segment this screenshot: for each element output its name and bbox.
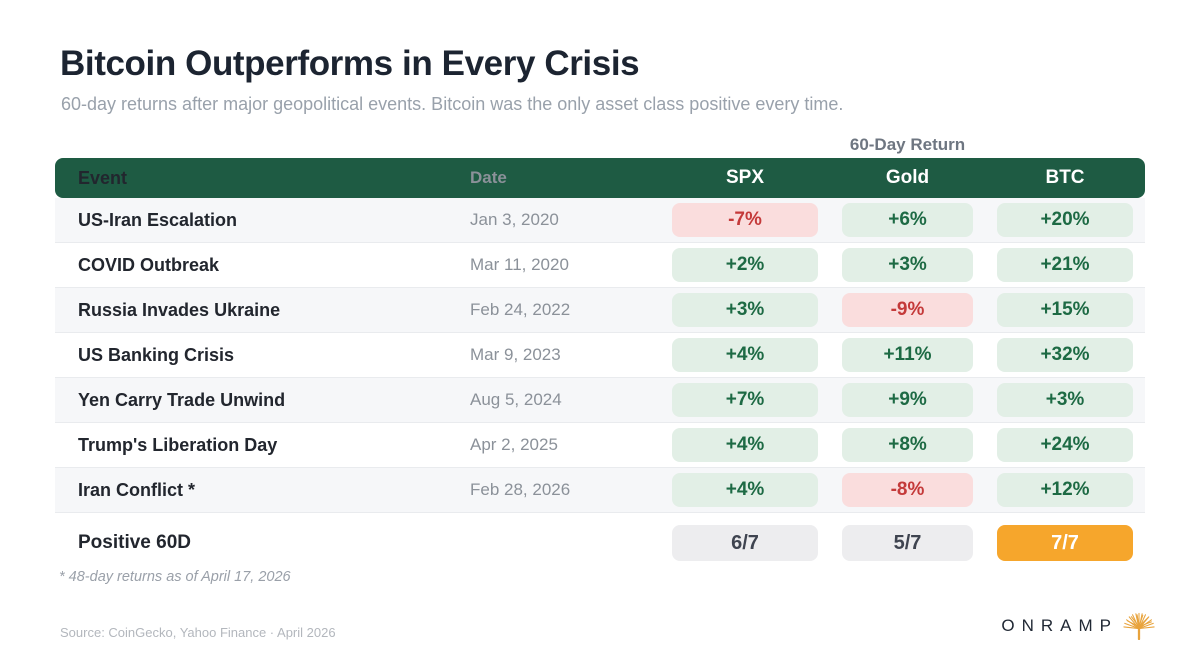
table-row: COVID Outbreak Mar 11, 2020 +2% +3% +21% [55, 243, 1145, 288]
page-subtitle: 60-day returns after major geopolitical … [61, 94, 844, 114]
return-pill: +2% [672, 248, 818, 282]
return-cell: +4% [660, 428, 830, 462]
return-cell: +11% [830, 338, 985, 372]
return-cell: +15% [985, 293, 1145, 327]
return-pill: +6% [842, 203, 973, 237]
summary-cell: 5/7 [830, 525, 985, 561]
event-cell: US Banking Crisis [78, 344, 235, 365]
return-pill: +3% [997, 383, 1133, 417]
table-row: Iran Conflict * Feb 28, 2026 +4% -8% +12% [55, 468, 1145, 513]
return-pill: +4% [672, 338, 818, 372]
column-header-gold: Gold [885, 167, 930, 188]
table-row: US Banking Crisis Mar 9, 2023 +4% +11% +32% [55, 333, 1145, 378]
return-pill: +21% [997, 248, 1133, 282]
return-pill: +20% [997, 203, 1133, 237]
summary-pill: 5/7 [842, 525, 973, 561]
event-cell: COVID Outbreak [78, 254, 220, 275]
return-cell: +20% [985, 203, 1145, 237]
return-cell: +24% [985, 428, 1145, 462]
return-cell: +21% [985, 248, 1145, 282]
return-cell: +3% [985, 383, 1145, 417]
return-cell: -9% [830, 293, 985, 327]
table-row: US-Iran Escalation Jan 3, 2020 -7% +6% +20% [55, 198, 1145, 243]
date-cell: Aug 5, 2024 [470, 390, 562, 409]
return-pill: -8% [842, 473, 973, 507]
return-pill: +32% [997, 338, 1133, 372]
column-header-date: Date [470, 168, 507, 187]
column-header-btc: BTC [1045, 167, 1085, 188]
return-cell: +9% [830, 383, 985, 417]
return-cell: +4% [660, 473, 830, 507]
return-pill: +8% [842, 428, 973, 462]
return-pill: +11% [842, 338, 973, 372]
date-cell: Feb 24, 2022 [470, 300, 571, 319]
event-cell: Iran Conflict * [78, 479, 196, 500]
event-cell: Trump's Liberation Day [78, 434, 278, 455]
return-pill: +24% [997, 428, 1133, 462]
return-pill: +9% [842, 383, 973, 417]
return-cell: +4% [660, 338, 830, 372]
date-cell: Mar 9, 2023 [470, 345, 561, 364]
return-pill: +3% [842, 248, 973, 282]
return-pill: +12% [997, 473, 1133, 507]
return-pill: +4% [672, 473, 818, 507]
date-cell: Feb 28, 2026 [470, 480, 571, 499]
return-pill: -7% [672, 203, 818, 237]
return-cell: +3% [660, 293, 830, 327]
returns-table: 60-Day Return Event Date SPX Gold BTC US… [55, 131, 1145, 585]
return-pill: -9% [842, 293, 973, 327]
group-label-row: 60-Day Return [55, 131, 1145, 158]
return-cell: +8% [830, 428, 985, 462]
summary-row: Positive 60D 6/7 5/7 7/7 [55, 525, 1145, 561]
summary-pill: 7/7 [997, 525, 1133, 561]
table-row: Trump's Liberation Day Apr 2, 2025 +4% +8% +… [55, 423, 1145, 468]
brand-name: ONRAMP [1001, 615, 1118, 635]
column-header-event: Event [78, 167, 128, 188]
table-rows: US-Iran Escalation Jan 3, 2020 -7% +6% +20% C… [55, 198, 1145, 513]
date-cell: Mar 11, 2020 [470, 255, 569, 274]
column-header-spx: SPX [725, 167, 765, 188]
event-cell: Yen Carry Trade Unwind [78, 389, 286, 410]
return-pill: +4% [672, 428, 818, 462]
summary-cell: 6/7 [660, 525, 830, 561]
source-attribution: Source: CoinGecko, Yahoo Finance · April… [60, 625, 336, 640]
date-cell: Apr 2, 2025 [470, 435, 558, 454]
footnote: * 48-day returns as of April 17, 2026 [59, 569, 291, 585]
return-cell: +7% [660, 383, 830, 417]
page-title: Bitcoin Outperforms in Every Crisis [60, 44, 640, 83]
return-cell: +2% [660, 248, 830, 282]
summary-label: Positive 60D [78, 532, 191, 553]
return-cell: -7% [660, 203, 830, 237]
event-cell: Russia Invades Ukraine [78, 299, 281, 320]
return-cell: +32% [985, 338, 1145, 372]
summary-cell: 7/7 [985, 525, 1145, 561]
brand-logo: ONRAMP [1001, 600, 1158, 651]
table-row: Russia Invades Ukraine Feb 24, 2022 +3% -9%… [55, 288, 1145, 333]
event-cell: US-Iran Escalation [78, 209, 238, 230]
tree-icon [1120, 600, 1158, 645]
table-header: Event Date SPX Gold BTC [55, 158, 1145, 198]
group-label: 60-Day Return [849, 134, 966, 154]
return-pill: +3% [672, 293, 818, 327]
summary-pill: 6/7 [672, 525, 818, 561]
return-pill: +7% [672, 383, 818, 417]
return-cell: +6% [830, 203, 985, 237]
return-cell: -8% [830, 473, 985, 507]
return-pill: +15% [997, 293, 1133, 327]
table-row: Yen Carry Trade Unwind Aug 5, 2024 +7% +9% +… [55, 378, 1145, 423]
return-cell: +3% [830, 248, 985, 282]
return-cell: +12% [985, 473, 1145, 507]
date-cell: Jan 3, 2020 [470, 210, 559, 229]
